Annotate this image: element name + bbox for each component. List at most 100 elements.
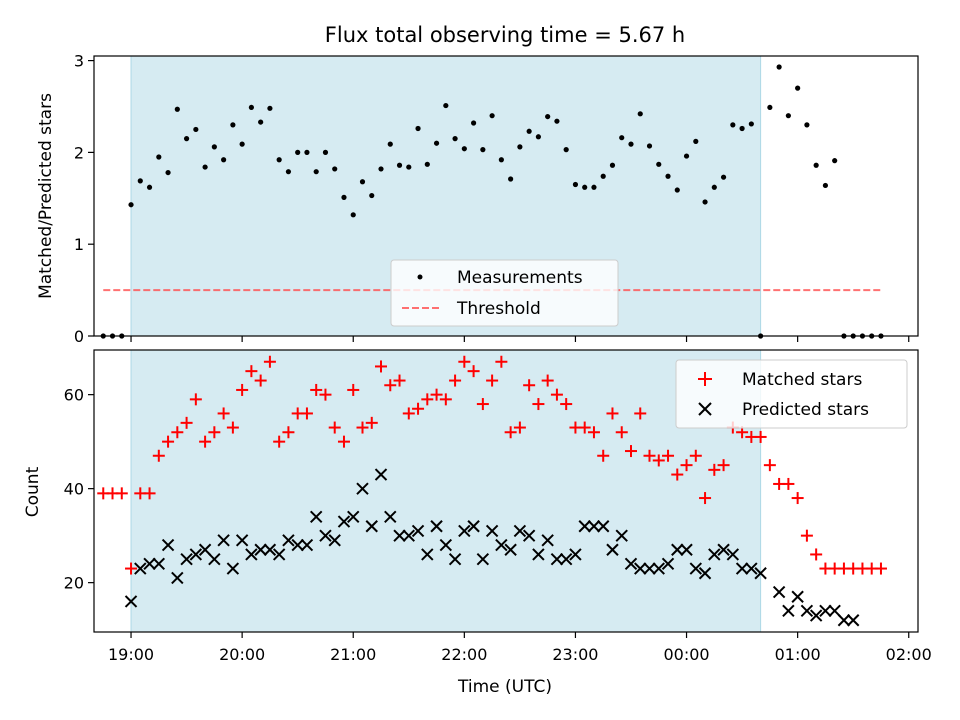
matched-star-point [115, 487, 128, 500]
matched-star-point [708, 463, 721, 476]
predicted-star-point [819, 604, 832, 618]
matched-star-point [717, 459, 730, 472]
predicted-star-point [245, 548, 258, 561]
measurement-point [193, 126, 199, 133]
measurement-point [211, 144, 217, 150]
matched-star-point [652, 454, 665, 467]
measurement-point [554, 118, 560, 124]
measurement-point [128, 202, 134, 208]
measurement-point [378, 166, 384, 172]
predicted-star-point [661, 557, 675, 571]
measurement-point [406, 164, 412, 170]
chart-title: Flux total observing time = 5.67 h [325, 23, 685, 47]
predicted-legend-marker [698, 402, 712, 416]
matched-star-point [689, 449, 702, 462]
measurement-point [526, 128, 532, 134]
predicted-star-point [745, 562, 758, 575]
matched-star-point [523, 379, 536, 392]
measurement-point [387, 141, 393, 147]
matched-star-point [671, 468, 684, 481]
matched-stars-points [97, 355, 887, 575]
matched-star-point [189, 393, 202, 406]
measurement-point [248, 104, 254, 111]
measurement-point [795, 85, 801, 91]
measurement-point [332, 166, 338, 172]
predicted-star-point [217, 534, 230, 547]
measurement-point [424, 161, 430, 167]
measurement-point [221, 157, 227, 163]
x-tick-label: 20:00 [219, 645, 265, 664]
predicted-star-point [319, 529, 332, 542]
measurement-point [748, 121, 754, 127]
matched-star-point [587, 426, 600, 439]
measurement-point [739, 125, 745, 132]
measurement-point [415, 125, 421, 132]
x-axis-label: Time (UTC) [457, 677, 552, 697]
measurement-point [535, 134, 542, 140]
predicted-star-point [504, 543, 517, 556]
measurement-point [674, 187, 680, 193]
predicted-star-point [411, 524, 425, 538]
predicted-star-point [550, 552, 564, 566]
measurement-point [656, 161, 662, 167]
count-panel: 20 40 60 19:00 20:00 21:00 22:00 23:00 00:00 01:… [23, 349, 932, 664]
measurement-point [452, 136, 458, 142]
matched-star-point [125, 562, 138, 575]
predicted-star-point [615, 529, 628, 542]
matched-star-point [504, 426, 517, 439]
measurement-point [156, 154, 162, 160]
measurement-point [341, 194, 347, 200]
measurement-point [591, 184, 597, 190]
predicted-star-point [652, 562, 665, 575]
measurement-point [776, 64, 782, 70]
predicted-star-point [421, 548, 434, 561]
ratio-legend-box [390, 259, 619, 327]
observing-window-band [130, 349, 762, 633]
measurement-point [146, 184, 153, 190]
x-tick-label: 02:00 [886, 645, 932, 664]
measurement-point [720, 174, 727, 180]
matched-star-point [495, 355, 508, 368]
measurement-point [239, 141, 245, 147]
count-legend: Matched stars Predicted stars [675, 359, 908, 429]
matched-star-point [634, 407, 647, 420]
predicted-star-point [143, 557, 156, 571]
count-legend-box [675, 359, 908, 429]
predicted-star-point [513, 524, 527, 538]
ratio-y-axis-label: Matched/Predicted stars [36, 93, 56, 299]
predicted-star-point [689, 562, 703, 575]
measurement-point [822, 182, 829, 189]
count-axes-frame [93, 349, 919, 633]
measurement-point [183, 136, 190, 142]
predicted-star-point [161, 538, 175, 552]
measurement-point [702, 199, 708, 205]
matched-star-point [699, 492, 712, 505]
matched-star-point [476, 398, 489, 411]
measurement-point [480, 147, 486, 153]
predicted-star-point [282, 534, 295, 547]
measurement-point [322, 149, 329, 155]
measurement-point [276, 157, 282, 163]
matched-star-point [402, 407, 415, 420]
matched-star-point [328, 421, 341, 434]
predicted-star-point [134, 562, 147, 575]
predicted-legend-label: Predicted stars [742, 400, 869, 420]
predicted-star-point [430, 520, 443, 533]
predicted-star-point [439, 538, 453, 552]
predicted-star-point [235, 534, 249, 547]
matched-legend-label: Matched stars [742, 370, 862, 390]
measurement-point [508, 176, 514, 182]
matched-star-point [597, 449, 610, 462]
matched-star-point [550, 388, 563, 401]
matched-star-point [236, 383, 249, 396]
predicted-star-point [393, 529, 406, 542]
matched-star-point [430, 388, 443, 401]
predicted-star-point [522, 529, 536, 542]
predicted-star-point [680, 543, 693, 556]
matched-star-point [217, 407, 230, 420]
ratio-panel: 0 1 2 3 Matched/Predicted stars Measurement… [36, 52, 919, 346]
predicted-star-point [541, 534, 554, 547]
measurement-point [628, 141, 634, 147]
predicted-star-point [384, 510, 397, 524]
measurement-point [582, 184, 588, 190]
